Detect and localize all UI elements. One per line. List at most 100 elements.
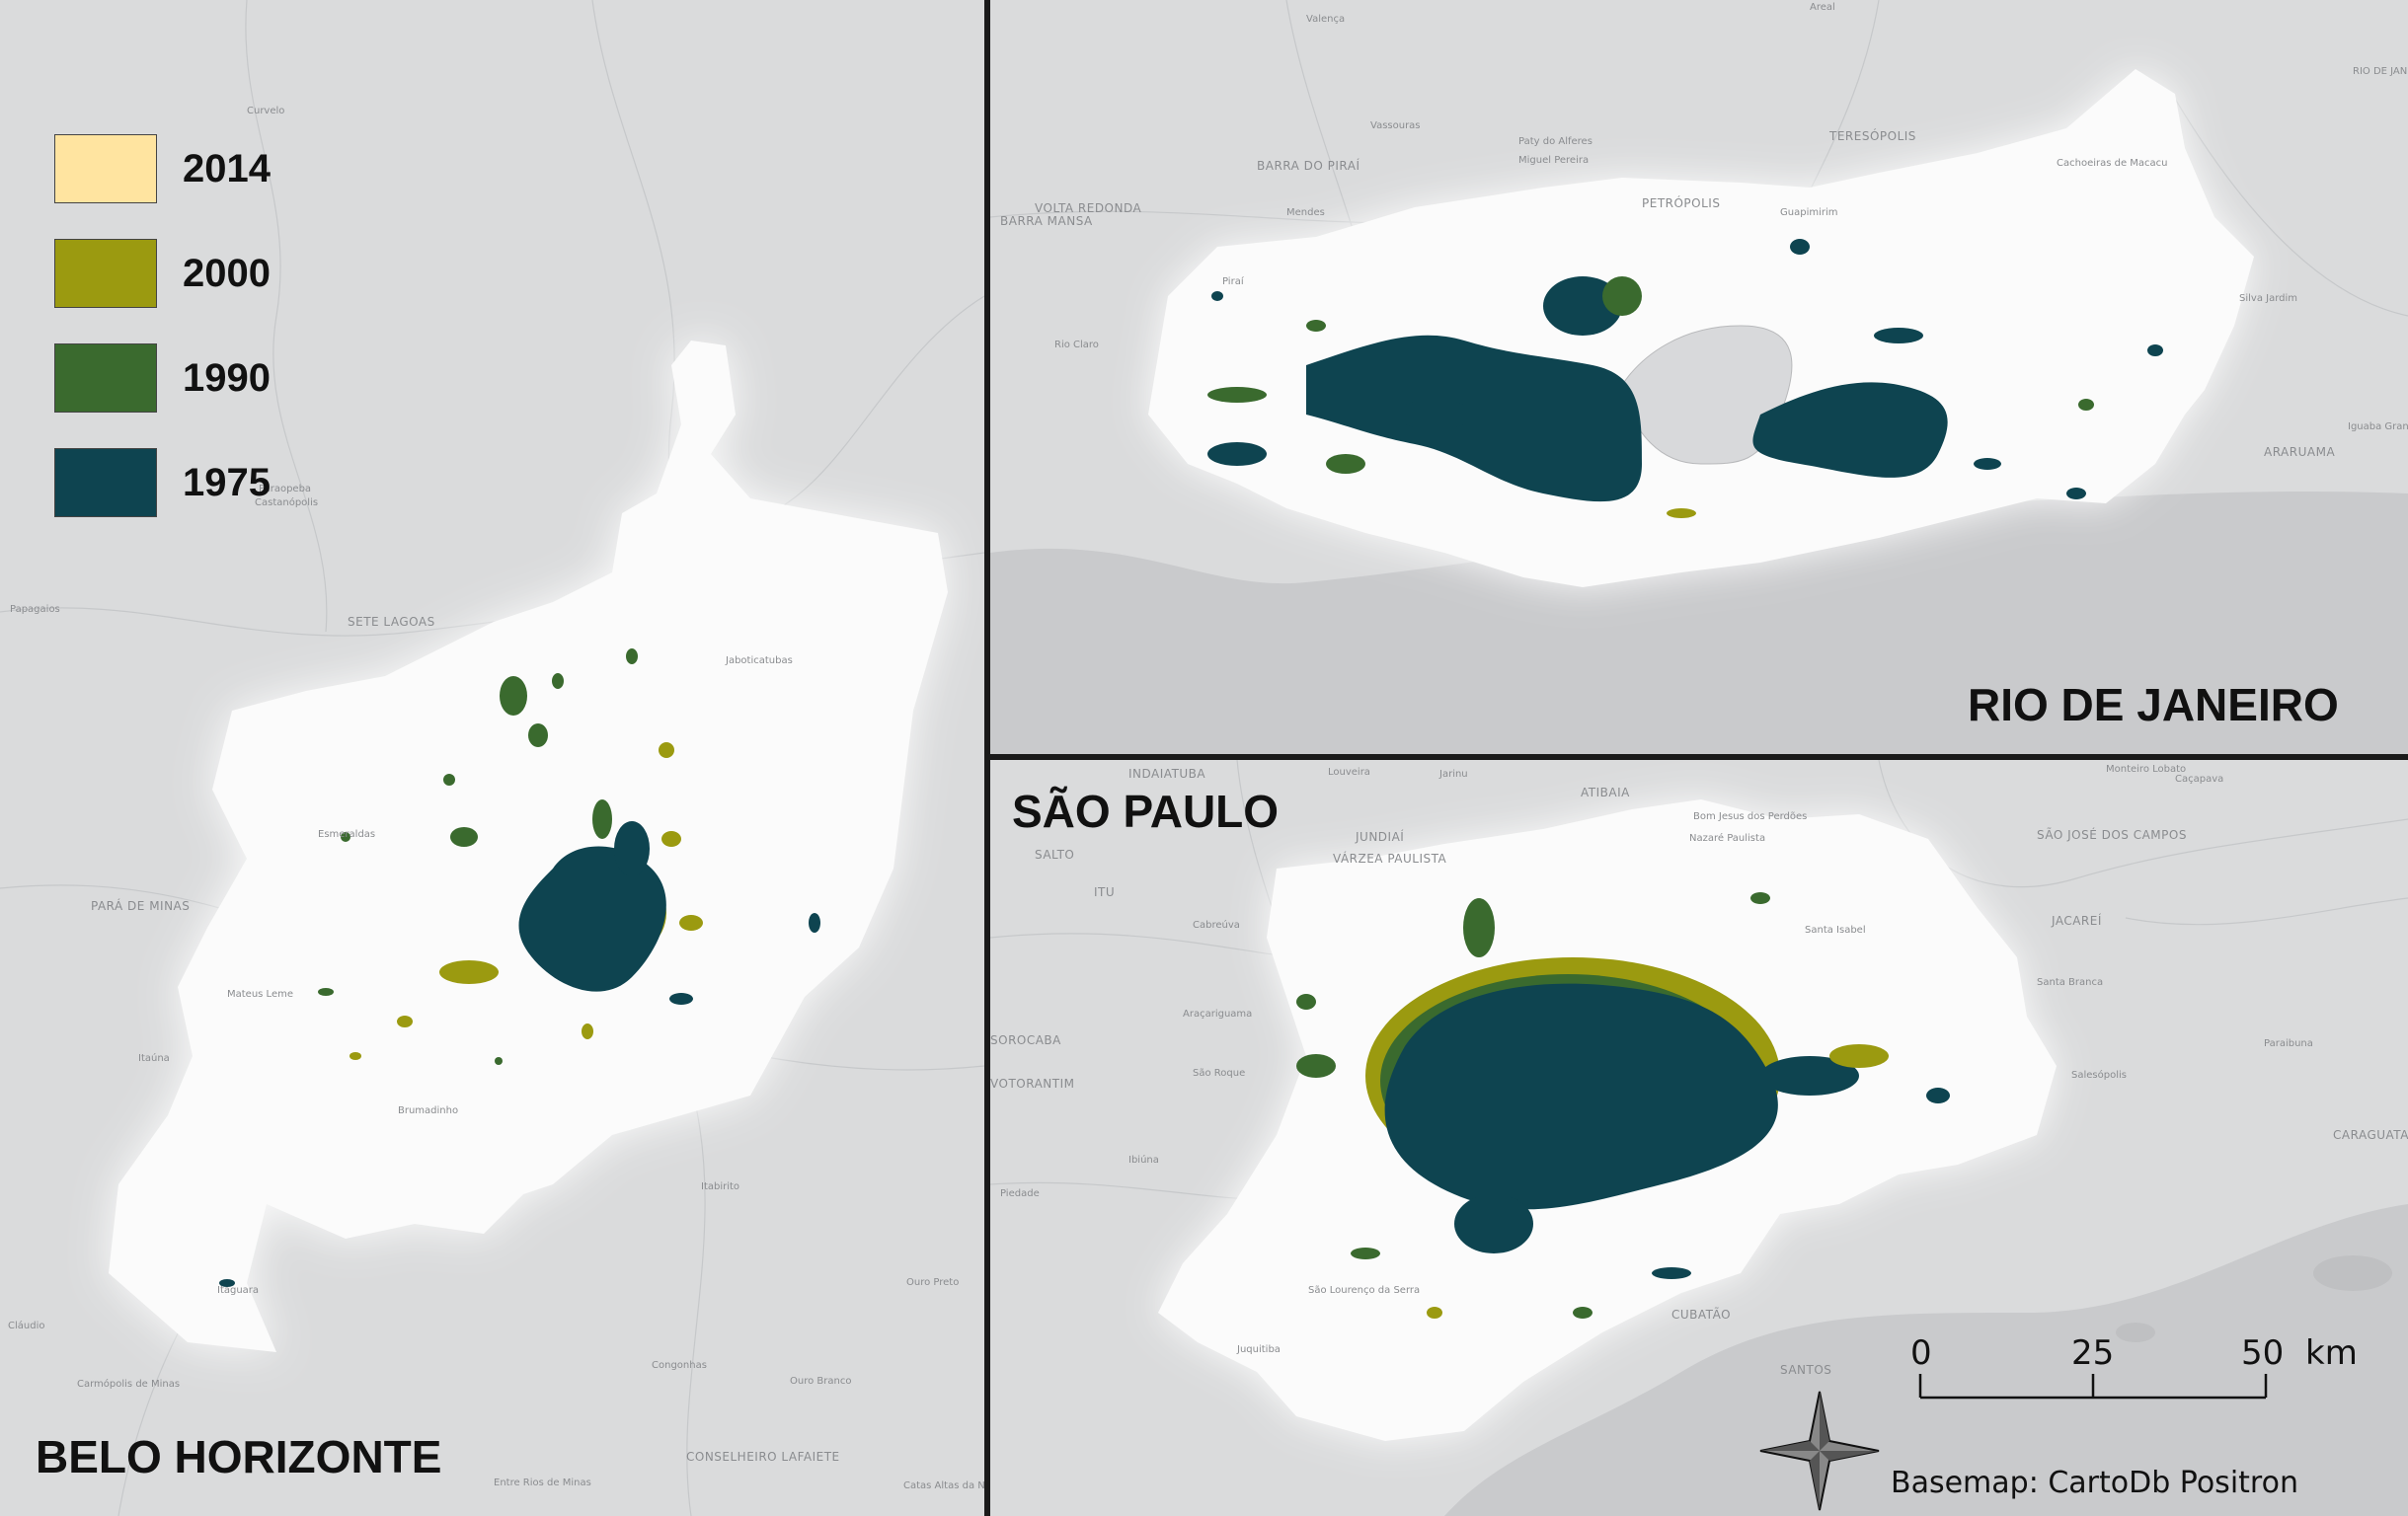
- town-label: Papagaios: [10, 604, 60, 615]
- panel-divider-vertical: [984, 0, 990, 1516]
- town-label: Piraí: [1222, 275, 1245, 287]
- rj-map-canvas: Valença Areal RIO DE JANEIRO Vassouras P…: [990, 0, 2408, 754]
- town-label: Caçapava: [2175, 774, 2223, 785]
- town-label: Santa Branca: [2037, 977, 2103, 988]
- town-label: Jaboticatubas: [725, 655, 793, 666]
- town-label: Itaguara: [217, 1285, 259, 1296]
- rj-urban-footprint: [1207, 239, 2163, 518]
- town-label: Piedade: [1000, 1188, 1040, 1199]
- town-label: Ouro Preto: [906, 1277, 959, 1288]
- town-label: Ibiúna: [1128, 1154, 1159, 1166]
- legend-label: 2000: [183, 251, 271, 295]
- town-label: Areal: [1810, 2, 1835, 13]
- town-label: São Lourenço da Serra: [1308, 1285, 1420, 1296]
- town-label: Miguel Pereira: [1518, 155, 1589, 166]
- town-label: Cabreúva: [1193, 919, 1240, 931]
- town-label: VÁRZEA PAULISTA: [1333, 851, 1447, 866]
- town-label: Iguaba Grande: [2348, 421, 2408, 432]
- town-label: Esmeraldas: [318, 829, 375, 840]
- legend-item-2014: 2014: [54, 116, 271, 221]
- town-label: Congonhas: [652, 1360, 707, 1371]
- town-label: RIO DE JANEIRO: [2353, 66, 2408, 77]
- scale-bar: 0 25 50 km: [1910, 1332, 2384, 1431]
- town-label: Curvelo: [247, 106, 284, 116]
- town-label: ITU: [1094, 885, 1115, 899]
- basemap-credit: Basemap: CartoDb Positron: [1891, 1466, 2298, 1500]
- town-label: Louveira: [1328, 767, 1370, 778]
- town-label: VOLTA REDONDA: [1035, 201, 1142, 215]
- town-label: SOROCABA: [990, 1033, 1061, 1047]
- town-label: PETRÓPOLIS: [1642, 195, 1720, 210]
- town-label: Vassouras: [1370, 120, 1421, 131]
- town-label: SANTOS: [1780, 1363, 1831, 1377]
- town-label: ATIBAIA: [1581, 786, 1630, 799]
- town-label: JACAREÍ: [2051, 913, 2102, 928]
- town-label: Entre Rios de Minas: [494, 1478, 591, 1488]
- town-label: Monteiro Lobato: [2106, 764, 2186, 775]
- scale-unit-label: km: [2305, 1333, 2358, 1373]
- town-label: Guapimirim: [1780, 207, 1838, 218]
- panel-sao-paulo[interactable]: INDAIATUBA Louveira Jarinu ATIBAIA Bom J…: [990, 760, 2408, 1516]
- town-label: SÃO JOSÉ DOS CAMPOS: [2037, 827, 2187, 842]
- town-label: SALTO: [1035, 848, 1074, 862]
- legend-label: 2014: [183, 146, 271, 190]
- town-label: Araçariguama: [1183, 1009, 1252, 1020]
- town-label: BARRA DO PIRAÍ: [1257, 158, 1360, 173]
- town-label: Nazaré Paulista: [1689, 832, 1765, 844]
- town-label: PARÁ DE MINAS: [91, 898, 190, 913]
- panel-belo-horizonte[interactable]: Curvelo Paraopeba Castanópolis Papagaios…: [0, 0, 984, 1516]
- legend-swatch: [54, 239, 157, 308]
- town-label: Bom Jesus dos Perdões: [1693, 811, 1807, 822]
- legend-item-1975: 1975: [54, 430, 271, 535]
- town-label: Rio Claro: [1054, 340, 1099, 350]
- legend-item-1990: 1990: [54, 326, 271, 430]
- town-label: INDAIATUBA: [1128, 767, 1205, 781]
- town-label: Mendes: [1286, 207, 1325, 218]
- town-label: SETE LAGOAS: [348, 615, 435, 629]
- town-label: Paraopeba: [259, 484, 311, 494]
- bh-town-labels: Curvelo Paraopeba Castanópolis Papagaios…: [8, 106, 984, 1491]
- sp-map-canvas: INDAIATUBA Louveira Jarinu ATIBAIA Bom J…: [990, 760, 2408, 1516]
- panel-rio-de-janeiro[interactable]: Valença Areal RIO DE JANEIRO Vassouras P…: [990, 0, 2408, 754]
- bh-map-canvas: Curvelo Paraopeba Castanópolis Papagaios…: [0, 0, 984, 1516]
- north-arrow-icon: [1759, 1391, 1880, 1511]
- town-label: Itaúna: [138, 1052, 170, 1064]
- town-label: VOTORANTIM: [990, 1077, 1074, 1091]
- sp-island: [2313, 1255, 2392, 1291]
- scale-tick-label: 50: [2241, 1333, 2284, 1373]
- town-label: Itabirito: [701, 1181, 739, 1192]
- bh-metro-region: [109, 341, 948, 1352]
- sp-ocean: [1444, 1204, 2408, 1516]
- bh-panel-title: BELO HORIZONTE: [36, 1431, 441, 1482]
- town-label: CONSELHEIRO LAFAIETE: [686, 1450, 840, 1464]
- sp-island: [2116, 1323, 2155, 1342]
- town-label: São Roque: [1193, 1068, 1245, 1079]
- town-label: Valença: [1306, 14, 1345, 25]
- town-label: Cachoeiras de Macacu: [2057, 158, 2168, 169]
- town-label: BARRA MANSA: [1000, 214, 1093, 228]
- town-label: Paraibuna: [2264, 1038, 2313, 1049]
- legend-swatch: [54, 448, 157, 517]
- town-label: Catas Altas da Noruega: [903, 1480, 984, 1491]
- town-label: Castanópolis: [255, 496, 318, 508]
- town-label: Brumadinho: [398, 1105, 458, 1116]
- town-label: Salesópolis: [2071, 1069, 2127, 1081]
- town-label: Ouro Branco: [790, 1376, 851, 1387]
- sp-town-labels: INDAIATUBA Louveira Jarinu ATIBAIA Bom J…: [990, 764, 2408, 1377]
- town-label: Cláudio: [8, 1320, 44, 1331]
- bh-urban-footprint: [219, 648, 820, 1287]
- sp-panel-title: SÃO PAULO: [1012, 786, 1279, 837]
- scale-tick-label: 0: [1910, 1333, 1932, 1373]
- legend: 2014 2000 1990 1975: [54, 116, 271, 535]
- town-label: CUBATÃO: [1671, 1307, 1731, 1322]
- sp-urban-footprint: [1296, 892, 1950, 1319]
- rj-metro-region: [1148, 69, 2254, 587]
- legend-swatch: [54, 343, 157, 413]
- town-label: Silva Jardim: [2239, 293, 2297, 304]
- legend-label: 1975: [183, 460, 271, 504]
- rj-ocean: [990, 492, 2408, 754]
- town-label: Santa Isabel: [1805, 925, 1866, 936]
- town-label: TERESÓPOLIS: [1828, 128, 1916, 143]
- town-label: ARARUAMA: [2264, 445, 2335, 459]
